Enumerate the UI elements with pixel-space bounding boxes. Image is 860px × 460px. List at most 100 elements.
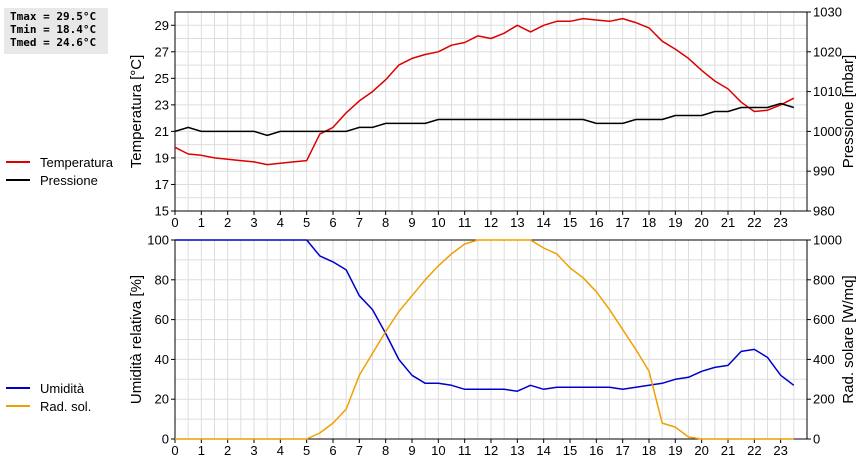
y-tick-label: 0: [162, 432, 169, 447]
x-tick-label: 16: [589, 215, 603, 230]
x-tick-label: 1: [198, 215, 205, 230]
x-tick-label: 3: [250, 215, 257, 230]
y2-tick-label: 0: [813, 432, 820, 447]
y-axis-label: Umidità relativa [%]: [128, 275, 145, 404]
x-tick-label: 0: [171, 215, 178, 230]
x-tick-label: 7: [356, 215, 363, 230]
x-tick-label: 18: [642, 215, 656, 230]
x-tick-label: 17: [615, 215, 629, 230]
y2-tick-label: 1000: [813, 233, 842, 248]
legend-item-temperature: Temperatura: [6, 153, 113, 171]
x-tick-label: 15: [563, 443, 577, 458]
y2-tick-label: 990: [813, 164, 835, 179]
legend-swatch-pressure: [6, 179, 30, 181]
x-tick-label: 22: [747, 443, 761, 458]
x-tick-label: 8: [382, 443, 389, 458]
x-tick-label: 23: [773, 443, 787, 458]
x-tick-label: 12: [484, 443, 498, 458]
x-tick-label: 6: [329, 443, 336, 458]
y2-tick-label: 200: [813, 392, 835, 407]
y-tick-label: 80: [155, 272, 169, 287]
y2-tick-label: 400: [813, 352, 835, 367]
y2-axis-label: Rad. solare [W/mq]: [840, 275, 857, 403]
y2-tick-label: 1000: [813, 124, 842, 139]
legend-label-temperature: Temperatura: [40, 154, 113, 170]
series-line-temperature: [174, 17, 795, 166]
x-tick-label: 9: [408, 215, 415, 230]
x-tick-label: 5: [303, 443, 310, 458]
y2-tick-label: 600: [813, 312, 835, 327]
y-tick-label: 21: [155, 124, 169, 139]
x-tick-label: 19: [668, 443, 682, 458]
y-tick-label: 27: [155, 44, 169, 59]
y2-tick-label: 1030: [813, 5, 842, 20]
x-tick-label: 10: [431, 215, 445, 230]
stat-tmax: Tmax = 29.5°C: [10, 10, 97, 23]
x-tick-label: 9: [408, 443, 415, 458]
legend-swatch-humidity: [6, 387, 30, 389]
x-tick-label: 13: [510, 215, 524, 230]
y-tick-label: 20: [155, 392, 169, 407]
y2-tick-label: 800: [813, 272, 835, 287]
legend-bottom: Umidità Rad. sol.: [6, 379, 91, 415]
y-tick-label: 29: [155, 18, 169, 33]
x-tick-label: 23: [773, 215, 787, 230]
x-tick-label: 22: [747, 215, 761, 230]
stats-box: Tmax = 29.5°C Tmin = 18.4°C Tmed = 24.6°…: [4, 8, 108, 54]
legend-item-solar: Rad. sol.: [6, 397, 91, 415]
y-tick-label: 23: [155, 97, 169, 112]
x-tick-label: 10: [431, 443, 445, 458]
x-tick-label: 11: [458, 215, 472, 230]
stat-tmin: Tmin = 18.4°C: [10, 23, 97, 36]
legend-item-pressure: Pressione: [6, 171, 113, 189]
y-axis-label: Temperatura [°C]: [128, 55, 145, 169]
y-tick-label: 17: [155, 177, 169, 192]
y-tick-label: 19: [155, 150, 169, 165]
y2-axis-label: Pressione [mbar]: [840, 55, 857, 168]
x-tick-label: 15: [563, 215, 577, 230]
legend-swatch-solar: [6, 405, 30, 407]
x-tick-label: 14: [536, 443, 550, 458]
x-tick-label: 21: [721, 443, 735, 458]
x-tick-label: 14: [536, 215, 550, 230]
y-tick-label: 25: [155, 71, 169, 86]
series-line-solar: [175, 239, 794, 440]
x-tick-label: 7: [356, 443, 363, 458]
y-tick-label: 40: [155, 352, 169, 367]
y2-tick-label: 980: [813, 204, 835, 219]
x-tick-label: 18: [642, 443, 656, 458]
legend-label-humidity: Umidità: [40, 380, 85, 396]
series-line-humidity: [175, 239, 795, 392]
x-tick-label: 8: [382, 215, 389, 230]
legend-item-humidity: Umidità: [6, 379, 91, 397]
x-tick-label: 11: [458, 443, 472, 458]
legend-swatch-temperature: [6, 161, 30, 163]
x-tick-label: 1: [198, 443, 205, 458]
x-tick-label: 4: [277, 215, 284, 230]
x-tick-label: 13: [510, 443, 524, 458]
x-tick-label: 5: [303, 215, 310, 230]
y2-tick-label: 1010: [813, 84, 842, 99]
x-tick-label: 19: [668, 215, 682, 230]
x-tick-label: 20: [694, 443, 708, 458]
y-tick-label: 60: [155, 312, 169, 327]
x-tick-label: 21: [721, 215, 735, 230]
series-line-pressure: [174, 102, 795, 137]
legend-top: Temperatura Pressione: [6, 153, 113, 189]
legend-label-pressure: Pressione: [40, 172, 98, 188]
stat-tmed: Tmed = 24.6°C: [10, 36, 97, 49]
x-tick-label: 2: [224, 215, 231, 230]
y2-tick-label: 1020: [813, 44, 842, 59]
y-tick-label: 15: [155, 204, 169, 219]
x-tick-label: 12: [484, 215, 498, 230]
y-tick-label: 100: [147, 233, 169, 248]
x-tick-label: 0: [171, 443, 178, 458]
x-tick-label: 17: [615, 443, 629, 458]
x-tick-label: 4: [277, 443, 284, 458]
x-tick-label: 2: [224, 443, 231, 458]
x-tick-label: 20: [694, 215, 708, 230]
x-tick-label: 3: [250, 443, 257, 458]
x-tick-label: 16: [589, 443, 603, 458]
x-tick-label: 6: [329, 215, 336, 230]
